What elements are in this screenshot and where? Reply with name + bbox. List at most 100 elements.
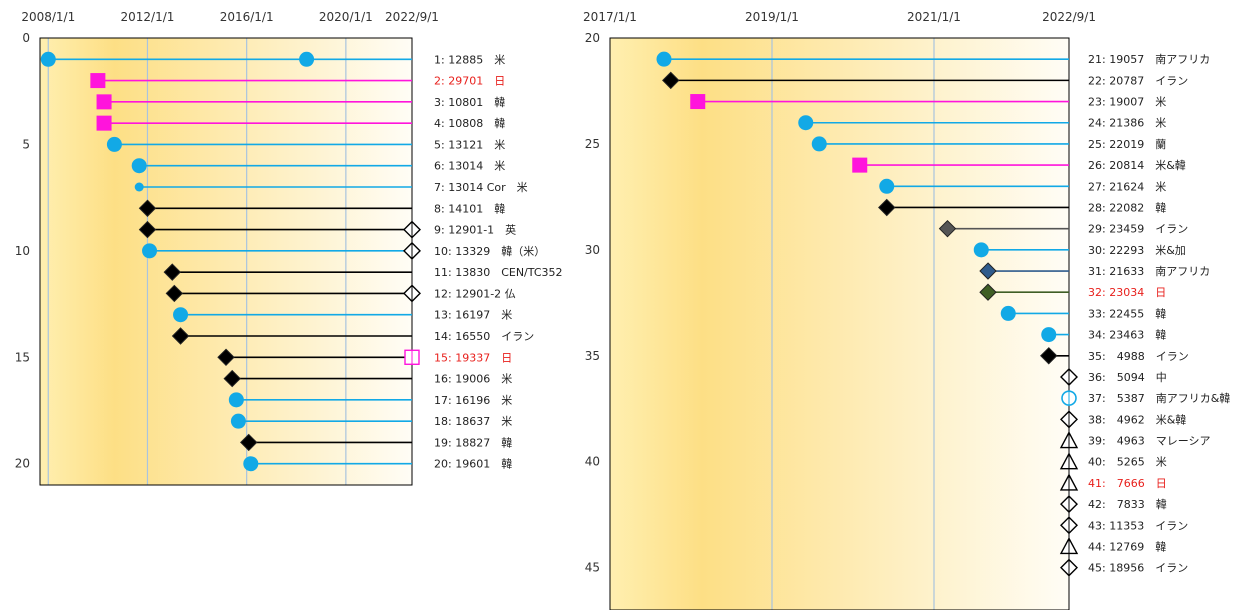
- start-marker: [131, 158, 147, 174]
- row-label: 15: 19337 日: [434, 351, 512, 364]
- y-tick-label: 35: [585, 349, 600, 363]
- timeline-row: 4: 10808 韓: [96, 115, 505, 131]
- x-tick-label: 2022/9/1: [1042, 10, 1096, 24]
- timeline-row: 12: 12901-2 仏: [165, 284, 516, 303]
- row-label: 4: 10808 韓: [434, 117, 505, 130]
- timeline-row: 40: 5265 米: [1059, 452, 1167, 470]
- timeline-row: 24: 21386 米: [798, 115, 1166, 131]
- start-marker: [134, 182, 144, 192]
- row-label: 5: 13121 米: [434, 138, 505, 151]
- start-marker: [96, 115, 112, 131]
- timeline-row: 44: 12769 韓: [1059, 536, 1166, 555]
- chart-right: 2017/1/1 2019/1/1 2021/1/1 2022/9/1 20 25 30 35…: [583, 10, 1230, 610]
- start-marker: [798, 115, 814, 131]
- start-marker: [163, 263, 181, 281]
- timeline-row: 45: 18956 イラン: [1060, 558, 1188, 577]
- start-marker: [40, 51, 56, 67]
- row-label: 43: 11353 イラン: [1088, 519, 1188, 532]
- row-label: 16: 19006 米: [434, 373, 512, 386]
- start-marker: [90, 73, 106, 89]
- row-label: 36: 5094 中: [1088, 371, 1167, 384]
- timeline-row: 14: 16550 イラン: [171, 327, 534, 345]
- timeline-row: 20: 19601 韓: [243, 456, 512, 472]
- start-marker: [228, 392, 244, 408]
- start-marker: [106, 136, 122, 152]
- row-label: 11: 13830 CEN/TC352: [434, 266, 563, 279]
- x-tick-label: 2019/1/1: [745, 10, 799, 24]
- row-label: 33: 22455 韓: [1088, 307, 1166, 320]
- start-marker: [1000, 305, 1016, 321]
- start-marker: [973, 242, 989, 258]
- row-label: 19: 18827 韓: [434, 436, 512, 449]
- start-marker: [240, 433, 258, 452]
- start-marker: [217, 348, 235, 366]
- row-label: 35: 4988 イラン: [1088, 350, 1189, 363]
- row-label: 29: 23459 イラン: [1088, 223, 1188, 236]
- row-label: 9: 12901-1 英: [434, 223, 516, 237]
- timeline-row: 17: 16196 米: [228, 392, 512, 408]
- row-label: 18: 18637 米: [434, 415, 512, 428]
- timeline-row: 34: 23463 韓: [1041, 327, 1166, 343]
- row-label: 37: 5387 南アフリカ&韓: [1088, 392, 1230, 405]
- row-label: 6: 13014 米: [434, 160, 505, 173]
- timeline-row: 6: 13014 米: [131, 158, 505, 174]
- timeline-row: 22: 20787 イラン: [662, 71, 1188, 90]
- start-marker: [142, 243, 158, 259]
- start-marker: [223, 369, 241, 388]
- row-label: 2: 29701 日: [434, 75, 505, 88]
- row-label: 12: 12901-2 仏: [434, 287, 516, 300]
- start-marker: [165, 284, 184, 303]
- timeline-row: 31: 21633 南アフリカ: [979, 262, 1210, 280]
- row-label: 28: 22082 韓: [1088, 201, 1166, 214]
- timeline-row: 33: 22455 韓: [1000, 305, 1166, 321]
- row-label: 20: 19601 韓: [434, 458, 512, 471]
- timeline-row: 3: 10801 韓: [96, 94, 505, 110]
- timeline-row: 16: 19006 米: [223, 369, 512, 388]
- chart-left: 2008/1/1 2012/1/1 2016/1/1 2020/1/1 2022/9/1…: [15, 10, 563, 486]
- timeline-row: 1: 12885 米: [40, 51, 505, 67]
- start-marker: [878, 198, 896, 217]
- row-label: 21: 19057 南アフリカ: [1088, 53, 1210, 66]
- timeline-row: 37: 5387 南アフリカ&韓: [1061, 390, 1230, 406]
- timeline-row: 23: 19007 米: [690, 94, 1166, 110]
- plot-background: [610, 38, 1069, 610]
- x-tick-label: 2020/1/1: [319, 10, 373, 24]
- row-label: 14: 16550 イラン: [434, 330, 534, 343]
- timeline-row: 25: 22019 蘭: [811, 136, 1166, 152]
- start-marker: [138, 220, 157, 239]
- x-tick-label: 2016/1/1: [220, 10, 274, 24]
- row-label: 13: 16197 米: [434, 309, 512, 322]
- x-tick-label: 2017/1/1: [583, 10, 637, 24]
- timeline-row: 42: 7833 韓: [1060, 495, 1167, 514]
- timeline-row: 2: 29701 日: [90, 73, 505, 89]
- row-label: 23: 19007 米: [1088, 96, 1166, 109]
- timeline-row: 13: 16197 米: [173, 307, 512, 323]
- plot-background: [40, 38, 412, 485]
- timeline-row: 15: 19337 日: [217, 348, 512, 366]
- x-tick-label: 2008/1/1: [21, 10, 75, 24]
- timeline-row: 11: 13830 CEN/TC352: [163, 263, 563, 281]
- start-marker: [171, 327, 190, 345]
- row-label: 1: 12885 米: [434, 53, 505, 66]
- row-label: 40: 5265 米: [1088, 456, 1167, 469]
- start-marker: [662, 71, 680, 90]
- row-label: 10: 13329 韓（米）: [434, 245, 545, 258]
- start-marker: [979, 262, 997, 280]
- y-tick-label: 40: [585, 455, 600, 469]
- row-label: 17: 16196 米: [434, 394, 512, 407]
- plot-frame: [609, 37, 1070, 610]
- row-label: 32: 23034 日: [1088, 286, 1166, 299]
- start-marker: [938, 219, 957, 238]
- row-label: 26: 20814 米&韓: [1088, 159, 1186, 172]
- timeline-row: 38: 4962 米&韓: [1060, 410, 1186, 429]
- row-label: 39: 4963 マレーシア: [1088, 435, 1210, 448]
- start-marker: [243, 456, 259, 472]
- row-label: 22: 20787 イラン: [1088, 74, 1188, 87]
- start-marker: [1041, 327, 1057, 343]
- start-marker: [656, 51, 672, 67]
- timeline-row: 35: 4988 イラン: [1040, 347, 1189, 365]
- y-tick-label: 45: [585, 561, 600, 575]
- start-marker: [96, 94, 112, 110]
